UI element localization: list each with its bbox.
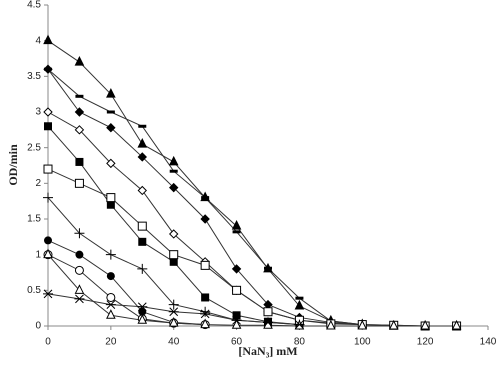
- marker: [294, 299, 305, 310]
- marker: [168, 307, 179, 317]
- marker: [357, 319, 368, 330]
- marker: [138, 307, 147, 316]
- x-tick-label: 0: [45, 337, 51, 348]
- marker: [326, 319, 336, 330]
- marker: [106, 122, 116, 133]
- marker: [137, 302, 148, 312]
- marker: [169, 169, 178, 173]
- marker: [294, 320, 305, 329]
- marker: [43, 248, 53, 259]
- marker: [451, 319, 462, 330]
- marker: [200, 309, 211, 319]
- x-tick-label: 40: [168, 337, 180, 348]
- marker: [201, 293, 210, 302]
- y-tick-label: 0: [35, 321, 41, 332]
- marker: [43, 164, 53, 174]
- series-line: [47, 168, 457, 327]
- marker: [106, 158, 116, 169]
- marker: [105, 249, 116, 260]
- marker: [137, 137, 148, 148]
- marker: [200, 260, 210, 270]
- x-tick-label: 60: [231, 337, 243, 348]
- marker: [200, 306, 211, 317]
- marker: [137, 314, 148, 324]
- marker: [138, 124, 147, 128]
- marker: [74, 284, 85, 294]
- marker: [420, 319, 430, 330]
- x-tick-label: 80: [294, 337, 306, 348]
- marker: [232, 230, 241, 234]
- marker: [106, 110, 115, 114]
- marker: [106, 193, 116, 203]
- marker: [43, 192, 53, 203]
- marker: [169, 229, 179, 239]
- x-tick-label: 20: [105, 337, 117, 348]
- marker: [263, 307, 273, 317]
- marker: [137, 221, 147, 231]
- marker: [74, 107, 85, 117]
- marker: [75, 157, 84, 166]
- marker: [75, 94, 84, 98]
- marker: [106, 200, 115, 209]
- marker: [43, 64, 53, 74]
- marker: [169, 257, 178, 266]
- marker: [44, 236, 52, 245]
- y-tick-label: 4.5: [27, 0, 41, 11]
- series-line: [47, 254, 206, 326]
- marker: [106, 309, 116, 319]
- y-tick-label: 3: [35, 107, 41, 118]
- marker: [169, 182, 179, 193]
- marker: [137, 263, 148, 274]
- marker: [74, 178, 84, 188]
- marker: [43, 107, 53, 117]
- marker: [231, 319, 242, 329]
- marker: [137, 152, 147, 162]
- marker: [168, 299, 179, 310]
- y-tick-label: 1: [35, 249, 41, 260]
- marker: [231, 315, 242, 325]
- marker: [388, 319, 399, 330]
- x-tick-label: 120: [417, 337, 434, 348]
- marker: [74, 125, 85, 135]
- marker: [263, 318, 273, 327]
- marker: [168, 317, 179, 327]
- x-tick-label: 140: [480, 337, 497, 348]
- marker: [74, 265, 84, 275]
- x-axis-title: [NaN₃] mM: [238, 344, 297, 358]
- marker: [75, 250, 84, 259]
- y-tick-label: 3.5: [27, 71, 41, 82]
- marker: [105, 300, 116, 309]
- marker: [200, 318, 210, 329]
- marker: [264, 266, 272, 270]
- marker: [295, 296, 304, 300]
- marker: [231, 264, 242, 274]
- series-line: [47, 239, 206, 326]
- y-tick-label: 4: [35, 35, 41, 46]
- marker: [106, 292, 116, 302]
- y-tick-label: 2: [35, 178, 41, 189]
- marker: [138, 237, 147, 246]
- series-line: [47, 254, 457, 327]
- y-axis-title: OD/min: [6, 144, 20, 186]
- marker: [44, 122, 52, 131]
- marker: [232, 285, 242, 295]
- marker: [106, 88, 116, 98]
- marker: [74, 294, 85, 304]
- marker: [74, 55, 85, 66]
- y-tick-label: 2.5: [27, 142, 41, 153]
- y-tick-label: 0.5: [27, 285, 41, 296]
- marker: [106, 272, 115, 281]
- marker: [43, 34, 53, 45]
- marker: [43, 289, 53, 299]
- y-tick-label: 1.5: [27, 214, 41, 225]
- marker: [169, 250, 179, 260]
- marker: [200, 214, 210, 224]
- x-tick-label: 100: [354, 337, 371, 348]
- marker: [168, 155, 179, 166]
- marker: [74, 228, 85, 239]
- marker: [201, 196, 210, 200]
- marker: [137, 185, 147, 196]
- marker: [231, 220, 242, 230]
